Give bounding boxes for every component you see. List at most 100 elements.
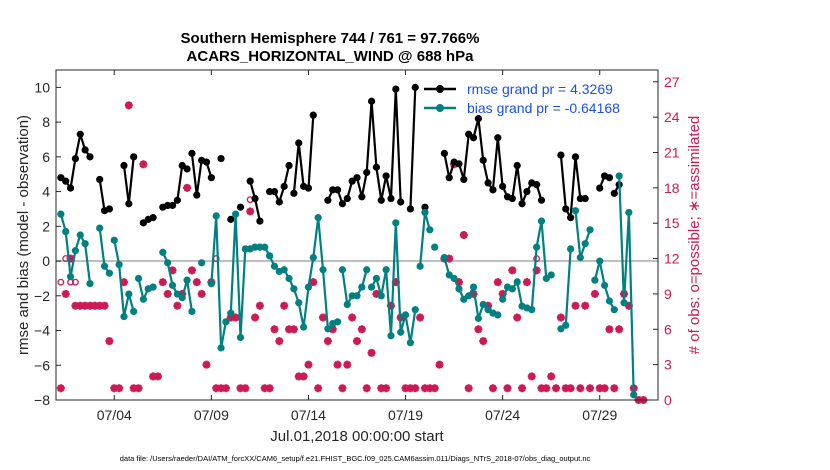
obs-assimilated-marker (464, 384, 473, 393)
obs-assimilated-marker (503, 384, 512, 393)
obs-assimilated-marker (173, 301, 182, 310)
bias-point (576, 253, 584, 262)
bias-point (110, 236, 118, 244)
rmse-point (406, 205, 415, 213)
bias-point (139, 295, 147, 303)
rmse-point (168, 201, 177, 210)
obs-assimilated-marker (56, 384, 65, 393)
chart-subtitle: ACARS_HORIZONTAL_WIND @ 688 hPa (187, 48, 475, 65)
obs-assimilated-marker (353, 337, 361, 346)
bias-point (198, 259, 206, 267)
rmse-point (537, 196, 546, 204)
obs-assimilated-marker (372, 289, 381, 298)
rmse-point (440, 149, 448, 157)
obs-assimilated-marker (304, 360, 313, 369)
rmse-point (324, 196, 332, 204)
obs-assimilated-marker (294, 372, 303, 381)
obs-assimilated-marker (547, 372, 556, 381)
rmse-point (246, 177, 254, 185)
bias-point (232, 210, 240, 218)
obs-assimilated-marker (255, 301, 264, 310)
rmse-point (125, 200, 133, 208)
bias-point (406, 339, 415, 347)
bias-point (207, 280, 215, 288)
y2-tick-label: 3 (664, 357, 672, 373)
rmse-point (387, 194, 395, 203)
bias-point (159, 248, 167, 256)
obs-assimilated-marker (513, 313, 522, 322)
y2-tick-label: 6 (664, 321, 672, 337)
obs-assimilated-marker (552, 384, 561, 393)
rmse-point (445, 174, 453, 182)
obs-assimilated-marker (416, 313, 425, 322)
y2-tick-label: 27 (664, 74, 680, 90)
obs-assimilated-marker (71, 301, 80, 310)
rmse-point (596, 184, 604, 192)
y-axis-ticks: −8 −6 −4 −2 0 2 4 6 8 10 (34, 79, 61, 408)
bias-point (377, 292, 385, 300)
bias-point (338, 266, 347, 274)
bias-point (416, 262, 424, 270)
bias-point (217, 344, 225, 352)
obs-assimilated-marker (61, 289, 70, 298)
y-tick-label: 10 (34, 79, 50, 95)
obs-assimilated-marker (309, 278, 318, 287)
rmse-point (76, 130, 84, 138)
obs-assimilated-marker (532, 266, 541, 275)
bias-point (168, 281, 177, 289)
rmse-point (353, 174, 361, 182)
bias-point (100, 262, 109, 270)
rmse-point (270, 187, 279, 196)
bias-point (343, 300, 351, 309)
bias-point (304, 283, 313, 291)
rmse-point (372, 163, 381, 171)
rmse-point (571, 153, 580, 161)
obs-assimilated-marker (537, 384, 546, 393)
bias-point (149, 283, 157, 291)
x-tick-label: 07/24 (485, 407, 520, 423)
obs-possible-marker (71, 278, 79, 286)
obs-assimilated-marker (474, 325, 483, 334)
rmse-point (363, 168, 371, 177)
rmse-point (469, 134, 478, 142)
bias-point (533, 243, 541, 251)
obs-assimilated-marker (493, 278, 502, 287)
obs-assimilated-marker (362, 384, 371, 393)
bias-point (567, 245, 575, 253)
bias-point (382, 266, 390, 274)
bias-point (261, 243, 269, 251)
obs-assimilated-marker (168, 266, 177, 275)
obs-assimilated-marker (377, 384, 386, 393)
obs-assimilated-marker (275, 337, 284, 346)
bias-point (367, 283, 376, 291)
bias-point (236, 333, 245, 342)
obs-assimilated-marker (163, 289, 172, 298)
obs-assimilated-marker (149, 372, 158, 381)
obs-assimilated-marker (610, 384, 619, 393)
x-tick-label: 07/19 (388, 407, 423, 423)
obs-assimilated-marker (624, 301, 633, 310)
footnote: data file: /Users/raeder/DAI/ATM_forcXX/… (120, 454, 591, 463)
rmse-point (173, 196, 181, 204)
bias-point (431, 243, 439, 251)
rmse-point (96, 175, 104, 184)
obs-assimilated-marker (566, 384, 575, 393)
y2-tick-label: 18 (664, 180, 680, 196)
plot-area (56, 70, 658, 400)
bias-point (62, 227, 70, 236)
bias-point (625, 208, 633, 217)
y-tick-label: −4 (34, 323, 50, 339)
chart-title: Southern Hemisphere 744 / 761 = 97.766% (181, 30, 480, 47)
bias-point (610, 306, 618, 314)
x-tick-label: 07/04 (97, 407, 132, 423)
bias-point (630, 391, 638, 399)
obs-assimilated-marker (280, 301, 289, 310)
obs-assimilated-marker (479, 337, 488, 346)
obs-assimilated-marker (323, 337, 332, 346)
obs-assimilated-marker (289, 325, 298, 334)
rmse-line-segment (409, 87, 417, 209)
obs-assimilated-marker (105, 337, 114, 346)
bias-point (299, 323, 308, 331)
bias-point (222, 318, 230, 326)
bias-point (353, 292, 361, 300)
